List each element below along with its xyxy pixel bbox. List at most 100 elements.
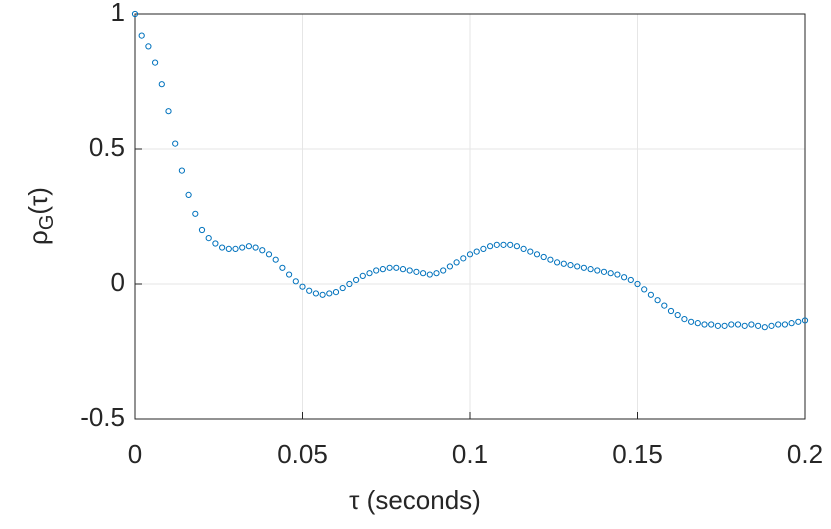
point xyxy=(198,226,206,234)
point xyxy=(433,270,440,277)
point xyxy=(239,244,246,251)
point xyxy=(500,241,507,248)
point xyxy=(152,59,159,66)
point xyxy=(701,321,708,328)
point xyxy=(185,191,192,198)
point xyxy=(131,10,139,18)
point xyxy=(399,266,407,273)
point xyxy=(319,291,326,298)
point xyxy=(513,243,521,250)
point xyxy=(580,264,588,271)
y-axis-label: ρG(τ) xyxy=(23,187,58,245)
point xyxy=(165,108,172,115)
point xyxy=(232,245,239,252)
point xyxy=(574,263,581,270)
point xyxy=(332,289,340,296)
point xyxy=(446,263,453,270)
point xyxy=(533,251,541,258)
point xyxy=(600,268,608,275)
point xyxy=(379,266,386,273)
point xyxy=(795,318,802,325)
point xyxy=(607,270,614,277)
point xyxy=(366,270,373,277)
y-tick-label: 0.5 xyxy=(89,132,125,162)
y-label-rest: (τ) xyxy=(23,187,53,215)
point xyxy=(493,241,500,248)
point xyxy=(641,286,648,293)
point xyxy=(748,321,755,328)
point xyxy=(614,271,621,278)
point xyxy=(205,235,212,242)
point xyxy=(212,240,219,247)
point xyxy=(359,272,366,279)
point xyxy=(259,247,266,254)
point xyxy=(734,321,742,328)
point xyxy=(755,322,762,329)
point xyxy=(694,320,701,327)
point xyxy=(393,264,400,271)
point xyxy=(768,322,775,329)
x-tick-label: 0.1 xyxy=(452,439,488,469)
point xyxy=(520,245,527,252)
point xyxy=(353,276,360,284)
point xyxy=(654,297,661,304)
point xyxy=(265,251,273,258)
x-tick-label: 0.2 xyxy=(787,439,823,469)
point xyxy=(547,256,554,263)
point xyxy=(634,280,641,288)
point xyxy=(225,245,232,252)
point xyxy=(761,324,768,331)
y-label-sub: G xyxy=(36,215,58,231)
point xyxy=(594,267,601,274)
point xyxy=(775,321,782,328)
point xyxy=(627,276,634,284)
point xyxy=(420,270,427,277)
point xyxy=(728,321,735,328)
point xyxy=(426,271,433,278)
point xyxy=(219,244,226,251)
y-tick-label: 0 xyxy=(111,267,125,297)
point xyxy=(681,316,688,323)
point xyxy=(507,241,514,248)
point xyxy=(339,284,346,292)
point xyxy=(245,243,252,250)
y-tick-label: -0.5 xyxy=(80,402,125,432)
point xyxy=(279,264,286,271)
point xyxy=(621,274,628,281)
point xyxy=(714,322,722,329)
point xyxy=(326,290,333,297)
point xyxy=(252,244,259,251)
point xyxy=(801,317,809,324)
point xyxy=(554,259,561,266)
point xyxy=(406,267,413,274)
x-axis-label: τ (seconds) xyxy=(349,485,481,515)
plot-frame xyxy=(134,13,806,420)
point xyxy=(567,262,574,269)
point xyxy=(667,307,675,315)
point xyxy=(292,278,299,285)
point xyxy=(647,291,655,298)
point xyxy=(473,248,480,255)
point xyxy=(145,43,152,50)
x-tick-label: 0.15 xyxy=(612,439,663,469)
point xyxy=(138,32,145,39)
point xyxy=(661,302,668,309)
point xyxy=(453,259,460,266)
point xyxy=(560,260,567,267)
point xyxy=(178,167,185,174)
point xyxy=(306,287,313,294)
point xyxy=(386,264,393,271)
point xyxy=(413,268,420,275)
y-tick-label: 1 xyxy=(111,0,125,27)
point xyxy=(373,267,380,274)
point xyxy=(480,245,487,252)
point xyxy=(721,322,728,329)
point xyxy=(346,280,353,288)
point xyxy=(466,251,474,258)
point xyxy=(158,81,165,88)
point xyxy=(741,322,748,329)
point xyxy=(460,255,467,262)
point xyxy=(299,283,306,290)
point xyxy=(674,311,681,319)
